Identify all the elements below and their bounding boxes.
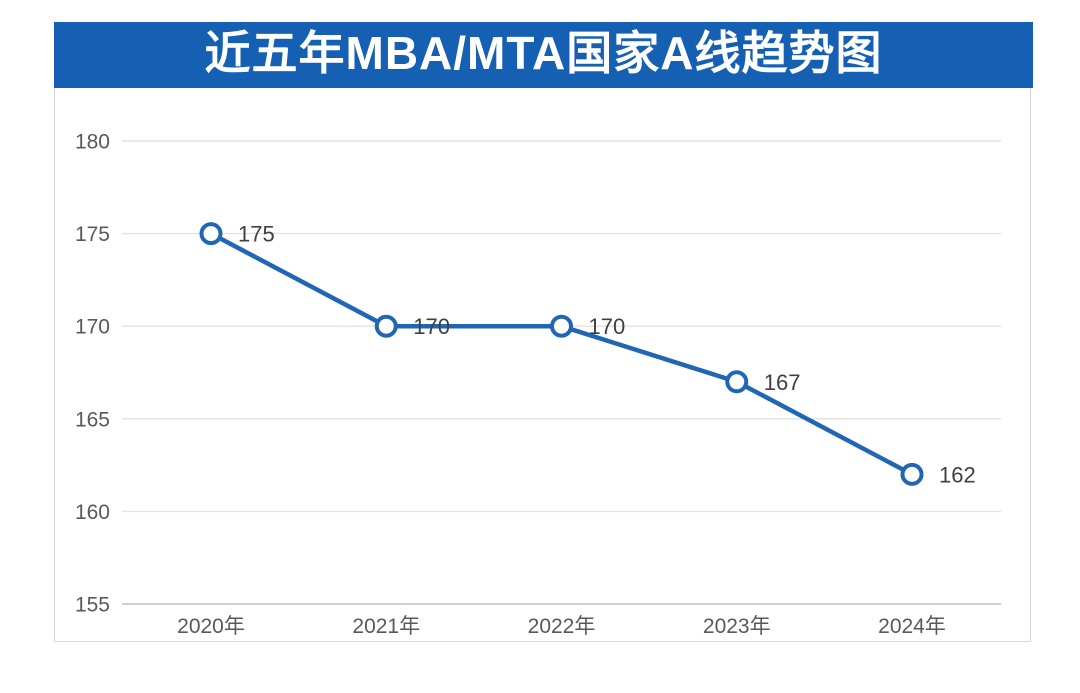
y-axis-tick-label: 160 <box>75 501 110 524</box>
data-point-label: 170 <box>589 314 626 339</box>
y-axis-tick-label: 165 <box>75 408 110 431</box>
chart-title-bar: 近五年MBA/MTA国家A线趋势图 <box>54 22 1033 88</box>
data-point-label: 170 <box>413 314 450 339</box>
data-point-label: 162 <box>939 462 976 487</box>
data-point-marker <box>550 314 573 338</box>
x-axis-tick-label: 2020年 <box>177 615 245 638</box>
chart-title: 近五年MBA/MTA国家A线趋势图 <box>204 27 883 79</box>
y-axis-tick-label: 175 <box>75 223 110 246</box>
line-chart: 155 160 165 170 175 180 2020年 2021年 2022年 2023年 20… <box>75 131 1001 638</box>
y-axis-tick-label: 155 <box>75 594 110 617</box>
x-axis-tick-label: 2023年 <box>703 615 771 638</box>
data-point-marker <box>725 370 749 394</box>
data-point-label: 167 <box>764 370 801 395</box>
y-axis-tick-label: 180 <box>75 131 110 154</box>
chart-area: 155 160 165 170 175 180 2020年 2021年 2022年 2023年 20… <box>55 88 1030 641</box>
chart-card: 近五年MBA/MTA国家A线趋势图 155 160 165 170 175 180 2020… <box>54 22 1033 642</box>
trend-line <box>208 231 915 477</box>
y-axis-tick-label: 170 <box>75 316 110 339</box>
data-point-label: 175 <box>238 222 275 247</box>
data-point-marker <box>900 462 924 486</box>
data-point-marker <box>199 222 223 246</box>
x-axis-tick-label: 2022年 <box>528 615 596 638</box>
x-axis-tick-label: 2021年 <box>352 615 420 638</box>
data-point-marker <box>374 314 398 338</box>
x-axis-tick-label: 2024年 <box>878 615 946 638</box>
